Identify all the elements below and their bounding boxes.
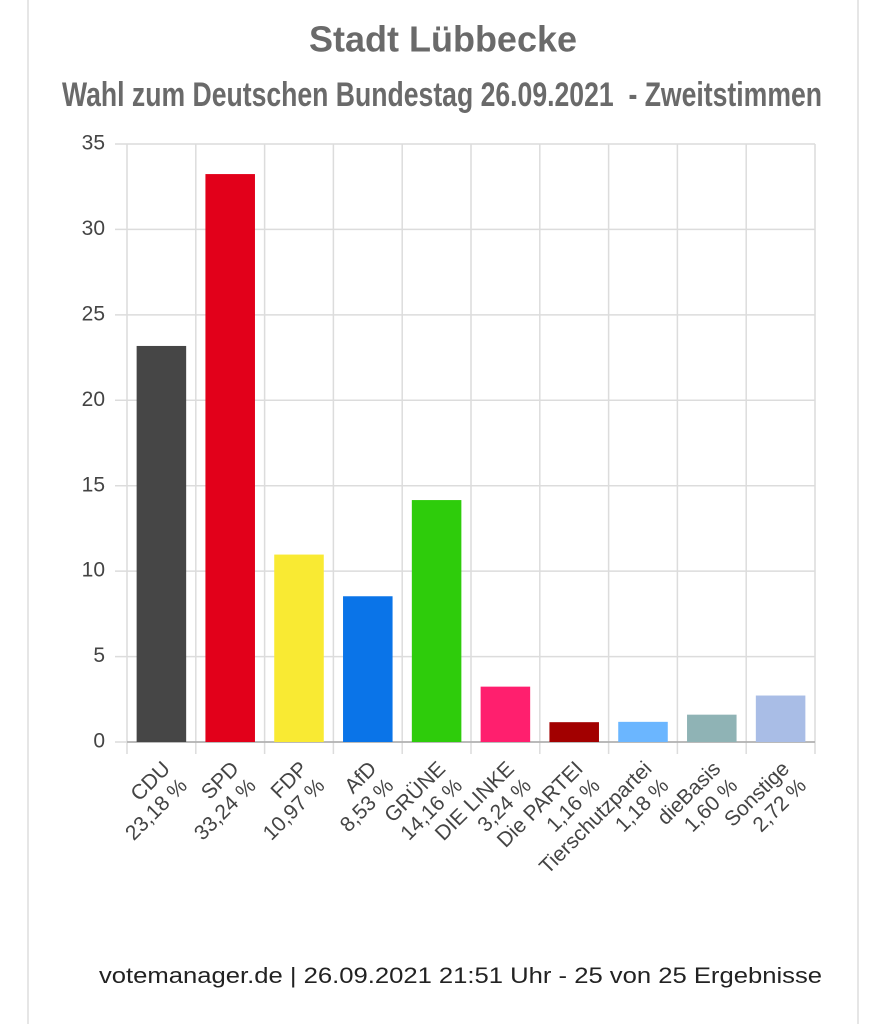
bar — [205, 174, 255, 742]
bar — [411, 500, 462, 742]
y-tick-label: 35 — [82, 132, 105, 155]
chart-subtitle: Wahl zum Deutschen Bundestag 26.09.2021 … — [62, 76, 822, 114]
y-tick-label: 10 — [82, 559, 105, 582]
bar — [343, 596, 393, 742]
y-tick-label: 25 — [82, 302, 105, 325]
bar — [755, 695, 806, 742]
bar — [136, 345, 187, 742]
y-tick-label: 30 — [82, 217, 105, 240]
bar — [480, 686, 531, 742]
bar — [274, 554, 324, 742]
y-tick-label: 20 — [82, 388, 105, 411]
bar — [549, 722, 599, 742]
chart-title: Stadt Lübbecke — [309, 19, 577, 60]
bar — [687, 714, 737, 742]
y-tick-label: 15 — [82, 473, 105, 496]
footer: votemanager.de | 26.09.2021 21:51 Uhr - … — [99, 963, 822, 988]
y-tick-label: 5 — [93, 644, 105, 667]
bar — [618, 721, 668, 742]
y-tick-label: 0 — [93, 730, 105, 753]
